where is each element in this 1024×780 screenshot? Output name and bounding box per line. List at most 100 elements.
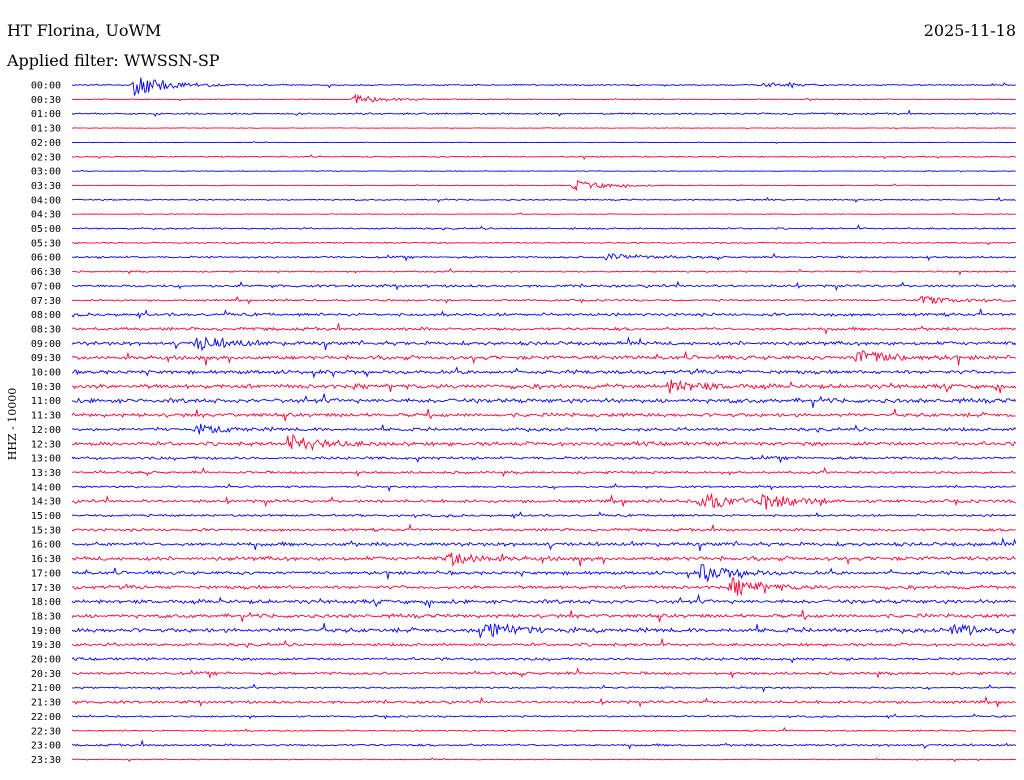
row-time-label: 06:30 [31, 267, 61, 278]
seismic-trace-1330 [71, 466, 1016, 478]
seismic-trace-1200 [71, 423, 1017, 435]
row-time-label: 10:30 [31, 382, 61, 393]
seismic-trace-1500 [71, 511, 1016, 520]
row-time-label: 02:30 [31, 152, 61, 163]
filter-label: Applied filter: WWSSN-SP [7, 51, 220, 70]
seismic-trace-1030 [71, 379, 1017, 394]
row-time-label: 06:00 [31, 253, 61, 264]
seismic-trace-1800 [71, 593, 1017, 608]
row-time-label: 15:00 [31, 511, 61, 522]
seismic-trace-2000 [71, 656, 1017, 664]
seismic-trace-0200 [71, 141, 1016, 144]
seismic-trace-1230 [71, 433, 1017, 452]
seismic-trace-2100 [71, 683, 1016, 693]
row-time-label: 03:30 [31, 181, 61, 192]
seismic-trace-2300 [71, 739, 1017, 750]
seismic-trace-0300 [71, 169, 1016, 173]
row-time-label: 12:30 [31, 439, 61, 450]
seismic-trace-0230 [71, 154, 1016, 160]
row-time-label: 04:00 [31, 195, 61, 206]
row-time-label: 16:30 [31, 554, 61, 565]
row-time-label: 18:30 [31, 611, 61, 622]
row-time-label: 05:30 [31, 238, 61, 249]
seismic-trace-1730 [71, 577, 1017, 596]
row-time-label: 10:00 [31, 368, 61, 379]
seismic-trace-0600 [71, 252, 1017, 262]
seismic-trace-0700 [71, 280, 1017, 292]
row-time-label: 13:30 [31, 468, 61, 479]
seismic-trace-0400 [71, 196, 1016, 203]
seismic-trace-0430 [71, 212, 1016, 216]
row-time-label: 21:00 [31, 683, 61, 694]
seismic-trace-1100 [71, 393, 1017, 408]
seismic-trace-2030 [71, 667, 1017, 679]
seismic-trace-0100 [71, 109, 1016, 117]
seismic-trace-0900 [71, 336, 1017, 352]
row-time-label: 07:30 [31, 296, 61, 307]
seismic-trace-0130 [71, 127, 1016, 130]
row-time-label: 14:30 [31, 497, 61, 508]
seismic-trace-0930 [71, 350, 1016, 366]
row-time-label: 11:00 [31, 396, 61, 407]
seismic-trace-1430 [71, 493, 1016, 510]
row-time-label: 12:00 [31, 425, 61, 436]
seismic-trace-1000 [71, 366, 1016, 379]
row-time-label: 00:00 [31, 81, 61, 92]
seismic-trace-0330 [71, 179, 1016, 191]
station-title: HT Florina, UoWM [7, 21, 162, 40]
seismic-trace-0730 [71, 295, 1017, 305]
row-time-label: 01:30 [31, 124, 61, 135]
seismic-trace-0630 [71, 268, 1016, 276]
seismic-trace-0800 [71, 308, 1016, 320]
record-date: 2025-11-18 [923, 21, 1016, 40]
row-time-label: 19:00 [31, 626, 61, 637]
seismic-trace-1630 [71, 552, 1016, 568]
row-time-label: 09:30 [31, 353, 61, 364]
seismic-trace-2130 [71, 695, 1016, 708]
time-labels: 00:00 00:30 01:00 01:30 02:00 02:30 03:00 03:30… [31, 81, 61, 766]
row-time-label: 16:00 [31, 540, 61, 551]
seismic-trace-1400 [71, 482, 1016, 493]
row-time-label: 08:30 [31, 324, 61, 335]
row-time-label: 23:30 [31, 755, 61, 766]
seismic-trace-1300 [71, 454, 1016, 463]
row-time-label: 02:00 [31, 138, 61, 149]
seismic-trace-0830 [71, 323, 1017, 336]
row-time-label: 03:00 [31, 167, 61, 178]
seismic-trace-0530 [71, 241, 1016, 246]
row-time-label: 20:30 [31, 669, 61, 680]
seismic-trace-1930 [71, 638, 1016, 648]
seismic-trace-2230 [71, 726, 1017, 733]
row-time-label: 00:30 [31, 95, 61, 106]
seismic-trace-1130 [71, 408, 1016, 422]
seismic-trace-0030 [71, 93, 1016, 104]
row-time-label: 09:00 [31, 339, 61, 350]
seismic-trace-2200 [71, 713, 1016, 720]
row-time-label: 07:00 [31, 281, 61, 292]
row-time-label: 19:30 [31, 640, 61, 651]
row-time-label: 23:00 [31, 741, 61, 752]
row-time-label: 15:30 [31, 525, 61, 536]
seismic-trace-1900 [71, 623, 1016, 638]
row-time-label: 04:30 [31, 210, 61, 221]
trace-lines [71, 77, 1017, 763]
row-time-label: 20:00 [31, 655, 61, 666]
row-time-label: 18:00 [31, 597, 61, 608]
seismic-trace-2330 [71, 757, 1016, 763]
row-time-label: 08:00 [31, 310, 61, 321]
seismic-trace-1600 [71, 537, 1017, 551]
row-time-label: 11:30 [31, 411, 61, 422]
row-time-label: 22:30 [31, 726, 61, 737]
row-time-label: 13:00 [31, 454, 61, 465]
row-time-label: 17:00 [31, 568, 61, 579]
seismic-trace-1700 [71, 564, 1017, 582]
row-time-label: 14:00 [31, 482, 61, 493]
row-time-label: 17:30 [31, 583, 61, 594]
seismic-trace-0500 [71, 224, 1016, 231]
row-time-label: 01:00 [31, 109, 61, 120]
row-time-label: 21:30 [31, 698, 61, 709]
seismic-trace-0000 [71, 77, 1016, 97]
row-time-label: 05:00 [31, 224, 61, 235]
row-time-label: 22:00 [31, 712, 61, 723]
